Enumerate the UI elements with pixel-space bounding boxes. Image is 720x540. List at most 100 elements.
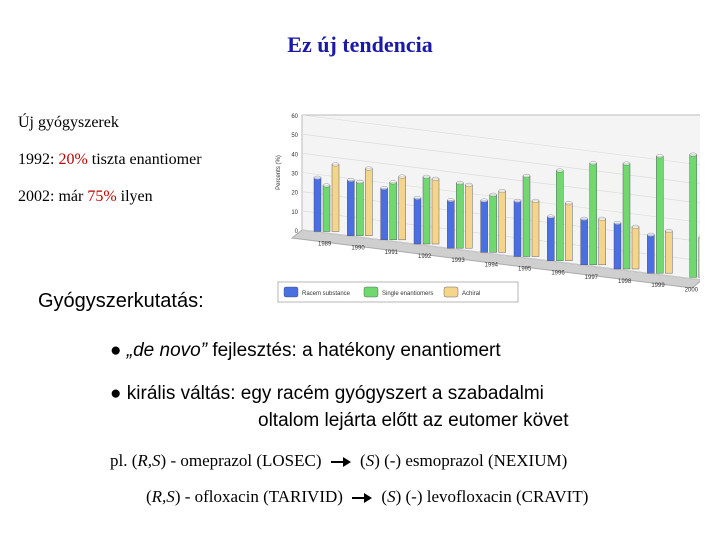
slide-title: Ez új tendencia xyxy=(287,32,433,57)
arrow-right-icon xyxy=(330,457,351,468)
legend-swatch xyxy=(363,286,379,298)
bar-cap xyxy=(647,232,655,237)
ex1-post: ) (-) esmoprazol (NEXIUM) xyxy=(374,451,568,470)
x-tick-label: 1996 xyxy=(551,271,565,277)
chiral-switch-line2: oltalom lejárta előtt az eutomer követ xyxy=(258,410,569,431)
bar-cap xyxy=(356,180,364,184)
bullet-dot: ● xyxy=(110,383,122,404)
bar xyxy=(447,200,455,249)
bar-cap xyxy=(322,183,331,188)
bar xyxy=(565,202,573,261)
bar xyxy=(698,236,700,278)
y-gridline xyxy=(301,153,700,204)
ex2-s: S xyxy=(387,487,396,506)
bar-cap xyxy=(398,174,406,179)
bar xyxy=(489,194,497,253)
bar-cap xyxy=(547,214,555,219)
bar xyxy=(465,184,473,249)
legend-label: Single enantiomers xyxy=(382,291,433,297)
bar xyxy=(580,218,588,266)
bar xyxy=(347,179,355,236)
ex1-pre: pl. ( xyxy=(110,451,138,470)
ex2-rs: R,S xyxy=(151,487,175,506)
ex2-pre: ( xyxy=(146,487,152,506)
bar-cap xyxy=(456,181,464,185)
ex1-mid: ) - omeprazol (LOSEC) xyxy=(160,451,322,470)
x-tick-label: 1994 xyxy=(485,262,499,268)
bar xyxy=(589,163,597,266)
bar xyxy=(498,190,506,253)
bar xyxy=(331,164,340,232)
bar xyxy=(647,234,655,274)
x-tick-label: 1990 xyxy=(351,246,365,252)
bullet-chiral-switch: ● királis váltás: egy racém gyógyszert a… xyxy=(110,383,544,405)
ex2-mid: ) - ofloxacin (TARIVID) xyxy=(174,487,343,506)
new-drugs-heading: Új gyógyszerek xyxy=(18,114,119,131)
y-tick-label: 20 xyxy=(291,191,298,197)
x-tick-label: 1999 xyxy=(651,283,665,289)
x-tick-label: 1992 xyxy=(418,254,432,260)
bar-cap xyxy=(565,201,573,206)
bar xyxy=(431,178,440,245)
bar xyxy=(380,187,388,241)
legend-swatch xyxy=(283,286,299,298)
x-tick-label: 1997 xyxy=(585,275,599,281)
x-tick-label: 2000 xyxy=(685,287,699,293)
y-gridline xyxy=(301,133,700,185)
bar xyxy=(513,200,522,257)
bar-cap xyxy=(531,198,540,203)
bar-cap xyxy=(347,178,355,183)
example-ofloxacin: (R,S) - ofloxacin (TARIVID) (S) (-) levo… xyxy=(146,487,588,507)
example-omeprazol: pl. (R,S) - omeprazol (LOSEC) (S) (-) es… xyxy=(110,451,567,471)
bar xyxy=(656,156,664,274)
bar-cap xyxy=(631,224,640,229)
bar xyxy=(556,170,564,261)
bar-cap xyxy=(413,196,422,200)
bar-cap xyxy=(522,174,531,178)
bar-cap xyxy=(465,182,473,187)
x-tick-label: 1998 xyxy=(618,279,632,285)
bar-cap xyxy=(389,180,397,185)
line-1992: 1992: 20% tiszta enantiomer xyxy=(18,151,202,169)
y-gridline xyxy=(301,114,700,166)
bar xyxy=(456,182,464,249)
arrow-right-icon xyxy=(352,493,373,504)
bar-cap xyxy=(580,216,588,221)
ex1-s: S xyxy=(365,451,375,470)
bar xyxy=(598,218,606,266)
line-2002: 2002: már 75% ilyen xyxy=(18,188,153,206)
bar-cap xyxy=(656,154,664,159)
bar xyxy=(547,216,555,261)
bar-cap xyxy=(447,198,455,203)
bar-cap xyxy=(698,235,700,239)
bar xyxy=(531,200,540,257)
bar-cap xyxy=(365,166,373,171)
ex2-post: ) (-) levofloxacin (CRAVIT) xyxy=(395,487,589,506)
line-1992-percent: 20% xyxy=(58,151,88,168)
x-tick-label: 1991 xyxy=(385,250,399,256)
bar-cap xyxy=(589,161,597,166)
research-heading: Gyógyszerkutatás: xyxy=(38,290,204,312)
legend-label: Racem substance xyxy=(302,291,351,297)
y-tick-label: 60 xyxy=(291,114,298,120)
legend-swatch xyxy=(443,286,459,298)
bar xyxy=(322,185,331,232)
line-1992-suffix: tiszta enantiomer xyxy=(87,151,202,168)
enantiomer-bar-chart: 0 10 20 30 40 50 60 Percents (%) 1989 1990 1991 199… xyxy=(276,114,700,303)
bar xyxy=(413,197,422,245)
y-gridline xyxy=(301,229,700,281)
x-tick-label: 1993 xyxy=(451,258,465,264)
bar-cap xyxy=(313,175,322,180)
bar-cap xyxy=(513,198,522,203)
ex2-s-open: ( xyxy=(381,487,388,506)
y-tick-label: 0 xyxy=(295,229,299,235)
bar xyxy=(422,176,431,245)
ex1-rs: R,S xyxy=(137,451,161,470)
bar-cap xyxy=(480,198,488,203)
y-tick-label: 10 xyxy=(291,210,298,216)
bar-cap xyxy=(622,161,631,166)
bar-cap xyxy=(665,229,673,233)
y-tick-label: 50 xyxy=(291,133,298,139)
bar xyxy=(480,200,488,253)
bullet-de-novo: ● „de novo” fejlesztés: a hatékony enant… xyxy=(110,340,501,362)
